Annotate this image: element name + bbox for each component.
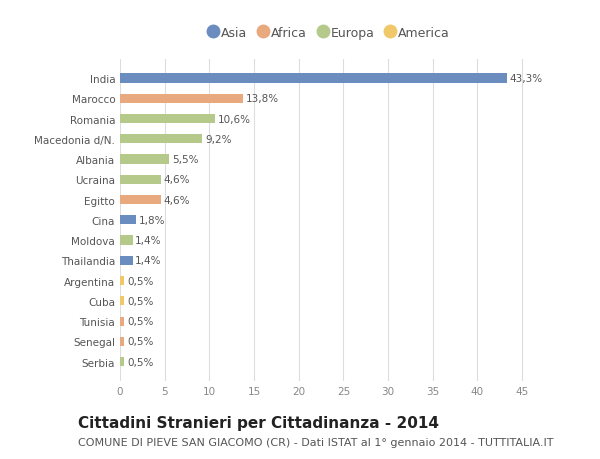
Bar [120,115,215,124]
Text: 0,5%: 0,5% [127,316,154,326]
Text: 0,5%: 0,5% [127,276,154,286]
Text: COMUNE DI PIEVE SAN GIACOMO (CR) - Dati ISTAT al 1° gennaio 2014 - TUTTITALIA.IT: COMUNE DI PIEVE SAN GIACOMO (CR) - Dati … [78,437,554,447]
Text: Cittadini Stranieri per Cittadinanza - 2014: Cittadini Stranieri per Cittadinanza - 2… [78,415,439,431]
Text: 43,3%: 43,3% [509,74,543,84]
Text: 9,2%: 9,2% [205,134,232,145]
Text: 1,4%: 1,4% [135,256,161,266]
Bar [120,317,124,326]
Text: 0,5%: 0,5% [127,357,154,367]
Text: 0,5%: 0,5% [127,336,154,347]
Text: 1,8%: 1,8% [139,215,165,225]
Bar [120,196,161,205]
Text: 13,8%: 13,8% [246,94,279,104]
Legend: Asia, Africa, Europa, America: Asia, Africa, Europa, America [210,28,450,40]
Bar [120,74,507,84]
Text: 1,4%: 1,4% [135,235,161,246]
Bar [120,175,161,185]
Bar [120,135,202,144]
Text: 5,5%: 5,5% [172,155,199,165]
Bar [120,95,244,104]
Text: 4,6%: 4,6% [164,195,190,205]
Bar [120,256,133,265]
Bar [120,337,124,346]
Bar [120,236,133,245]
Bar [120,155,169,164]
Bar [120,297,124,306]
Text: 0,5%: 0,5% [127,296,154,306]
Bar [120,276,124,285]
Text: 10,6%: 10,6% [217,114,250,124]
Bar [120,357,124,366]
Text: 4,6%: 4,6% [164,175,190,185]
Bar [120,216,136,225]
